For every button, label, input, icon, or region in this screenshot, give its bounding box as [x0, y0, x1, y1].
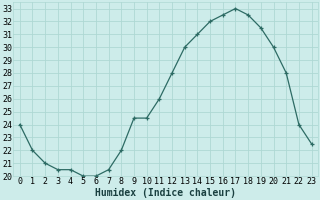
X-axis label: Humidex (Indice chaleur): Humidex (Indice chaleur) — [95, 188, 236, 198]
